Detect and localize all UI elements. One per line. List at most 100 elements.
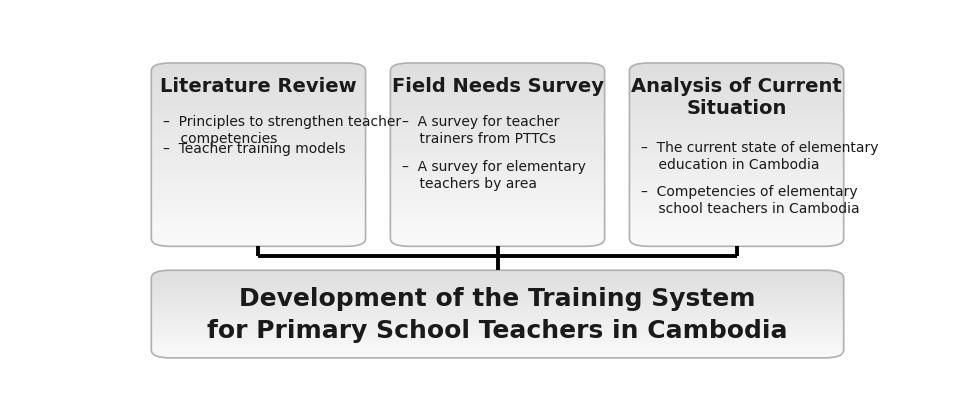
Bar [151,143,365,146]
Bar [390,173,604,177]
Bar [629,186,843,189]
Bar [629,228,843,232]
Bar [629,241,843,244]
Text: –  Competencies of elementary
    school teachers in Cambodia: – Competencies of elementary school teac… [641,185,859,216]
Bar [390,125,604,128]
Bar [151,347,843,348]
Bar [629,79,843,82]
Bar [151,323,843,325]
Bar [151,297,843,298]
Bar [629,116,843,119]
Bar [629,235,843,237]
Bar [390,158,604,161]
Bar [629,152,843,155]
Bar [151,225,365,228]
Text: Analysis of Current
Situation: Analysis of Current Situation [631,76,841,117]
Bar [151,310,843,311]
Bar [151,290,843,291]
Bar [151,155,365,158]
Bar [390,109,604,113]
Bar [629,107,843,109]
Bar [390,79,604,82]
Bar [390,88,604,91]
Bar [629,168,843,171]
Bar [390,195,604,198]
Bar [629,137,843,140]
Bar [151,232,365,235]
Bar [151,294,843,295]
Bar [151,311,843,313]
Bar [151,273,843,275]
Bar [390,104,604,107]
Bar [151,210,365,213]
Bar [151,73,365,76]
Bar [390,73,604,76]
Bar [629,146,843,149]
Bar [151,326,843,328]
Bar [629,70,843,73]
Bar [390,113,604,116]
Bar [151,91,365,94]
Bar [390,222,604,225]
Bar [629,171,843,173]
Bar [151,94,365,97]
Bar [390,82,604,85]
Bar [390,85,604,88]
Bar [390,67,604,70]
Bar [151,279,843,281]
Bar [629,128,843,131]
Bar [390,171,604,173]
Bar [390,134,604,137]
Bar [390,177,604,180]
Bar [151,237,365,241]
Bar [629,76,843,79]
Bar [629,73,843,76]
Bar [151,335,843,336]
Bar [151,278,843,279]
Bar [629,207,843,210]
Bar [151,342,843,344]
Bar [151,171,365,173]
Bar [151,164,365,168]
Bar [151,282,843,284]
Bar [629,161,843,164]
Bar [151,207,365,210]
Bar [629,158,843,161]
Bar [151,341,843,342]
Bar [629,173,843,177]
Bar [151,336,843,337]
Bar [390,119,604,122]
Bar [151,320,843,322]
Bar [151,97,365,100]
Bar [151,192,365,195]
Bar [629,140,843,143]
Bar [390,131,604,134]
Bar [629,85,843,88]
Bar [629,143,843,146]
Bar [390,216,604,219]
Bar [151,333,843,335]
Bar [629,100,843,104]
Bar [151,328,843,329]
Bar [151,152,365,155]
Bar [151,304,843,306]
Bar [629,88,843,91]
Bar [151,284,843,285]
Bar [151,104,365,107]
Bar [151,352,843,354]
Bar [151,313,843,314]
Bar [151,109,365,113]
Bar [390,91,604,94]
Bar [151,137,365,140]
Bar [151,356,843,358]
Bar [151,204,365,207]
Bar [151,314,843,316]
Text: –  Principles to strengthen teacher
    competencies: – Principles to strengthen teacher compe… [163,115,400,146]
Bar [151,180,365,183]
Bar [151,300,843,301]
Bar [390,228,604,232]
Bar [390,237,604,241]
Bar [390,161,604,164]
Bar [390,232,604,235]
Bar [390,76,604,79]
